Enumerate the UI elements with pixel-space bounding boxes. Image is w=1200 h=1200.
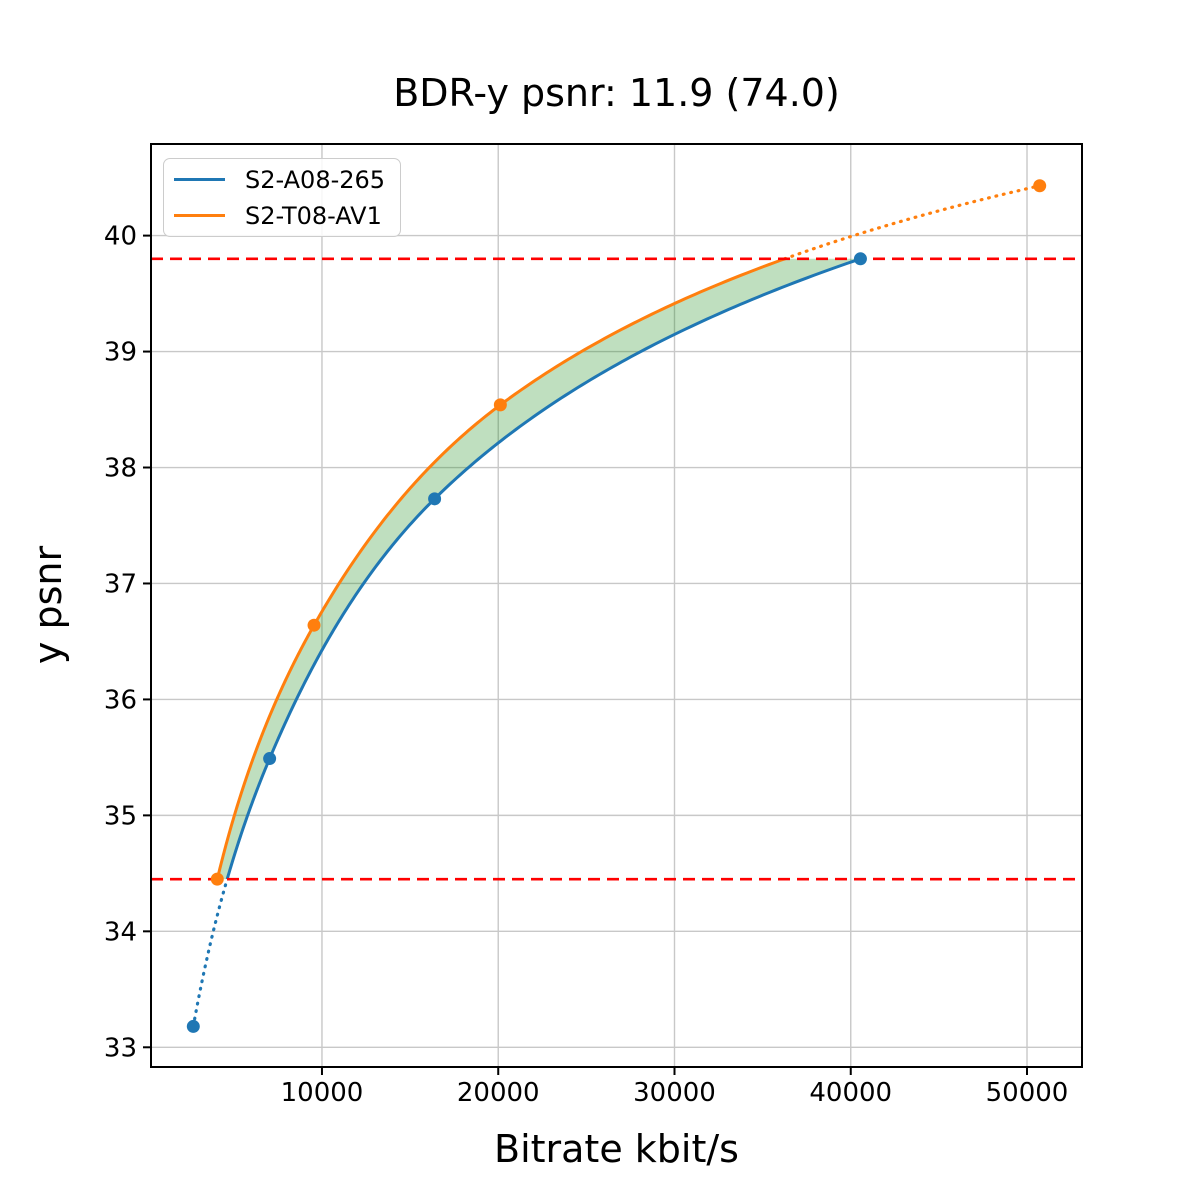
y-axis-label: y psnr	[26, 545, 70, 665]
plot-border	[150, 143, 1083, 1068]
chart-title: BDR-y psnr: 11.9 (74.0)	[393, 71, 840, 115]
legend-label: S2-T08-AV1	[245, 201, 382, 230]
legend-label: S2-A08-265	[245, 165, 386, 194]
data-point-marker	[1033, 179, 1047, 193]
y-tick-label: 37	[104, 569, 137, 599]
series-curve-dotted	[783, 184, 1042, 261]
data-point-marker	[853, 252, 867, 266]
legend-entry: S2-T08-AV1	[174, 202, 400, 229]
x-tick-label: 40000	[809, 1078, 892, 1108]
series-curve-solid	[225, 257, 861, 880]
data-point-marker	[493, 398, 507, 412]
data-point-marker	[186, 1019, 200, 1033]
x-axis-label: Bitrate kbit/s	[494, 1127, 739, 1171]
legend-line-swatch	[174, 213, 225, 218]
legend: S2-A08-265 S2-T08-AV1	[163, 158, 401, 237]
x-tick-label: 30000	[633, 1078, 716, 1108]
data-point-marker	[307, 618, 321, 632]
y-tick-label: 39	[104, 338, 137, 368]
y-tick-label: 40	[104, 222, 137, 252]
x-tick-label: 10000	[281, 1078, 364, 1108]
y-tick-label: 38	[104, 454, 137, 484]
y-tick-label: 34	[104, 917, 137, 947]
data-point-marker	[210, 872, 224, 886]
x-tick-label: 50000	[986, 1078, 1069, 1108]
x-tick-label: 20000	[457, 1078, 540, 1108]
y-tick-label: 35	[104, 801, 137, 831]
y-tick-label: 33	[104, 1033, 137, 1063]
legend-line-swatch	[174, 177, 225, 182]
y-tick-label: 36	[104, 685, 137, 715]
series-curve-dotted	[191, 877, 229, 1029]
data-point-marker	[428, 492, 442, 506]
legend-entry: S2-A08-265	[174, 166, 400, 193]
bd-overlap-fill-region	[217, 258, 861, 880]
data-point-marker	[263, 752, 277, 766]
series-curve-solid	[215, 257, 786, 880]
